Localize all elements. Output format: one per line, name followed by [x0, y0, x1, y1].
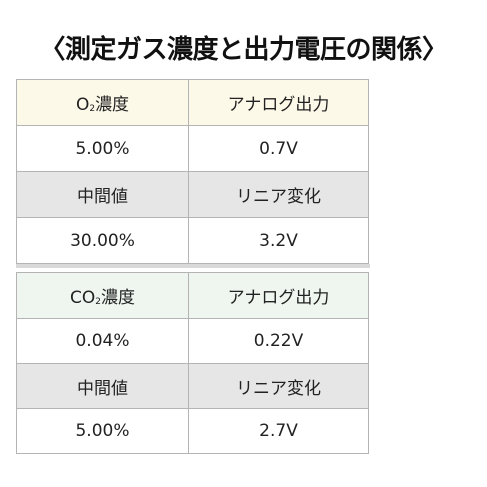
concentration-cell: 中間値: [16, 363, 189, 409]
concentration-cell: 5.00%: [16, 408, 189, 454]
table-row: 5.00% 2.7V: [16, 408, 369, 454]
concentration-cell: 5.00%: [16, 125, 189, 172]
gas-subscript: 2: [95, 297, 101, 307]
co2-table: CO2濃度 アナログ出力 0.04% 0.22V 中間値 リニア変化 5.00%…: [16, 272, 369, 454]
co2-output-header: アナログ出力: [188, 272, 369, 319]
o2-output-header: アナログ出力: [188, 79, 369, 126]
table-row: 5.00% 0.7V: [16, 125, 369, 172]
o2-concentration-header: O2濃度: [16, 79, 189, 126]
voltage-cell: 0.22V: [188, 318, 369, 364]
o2-table: O2濃度 アナログ出力 5.00% 0.7V 中間値 リニア変化 30.00% …: [16, 79, 369, 264]
table-row: 中間値 リニア変化: [16, 171, 369, 218]
page-title: 〈測定ガス濃度と出力電圧の関係〉: [39, 35, 448, 65]
voltage-cell: リニア変化: [188, 171, 369, 218]
concentration-cell: 30.00%: [16, 217, 189, 264]
concentration-cell: 中間値: [16, 171, 189, 218]
gas-suffix: 濃度: [95, 95, 130, 115]
voltage-cell: 3.2V: [188, 217, 369, 264]
o2-header-row: O2濃度 アナログ出力: [16, 79, 369, 126]
voltage-cell: 0.7V: [188, 125, 369, 172]
co2-header-row: CO2濃度 アナログ出力: [16, 272, 369, 319]
voltage-cell: リニア変化: [188, 363, 369, 409]
table-row: 中間値 リニア変化: [16, 363, 369, 409]
concentration-cell: 0.04%: [16, 318, 189, 364]
gas-name: O: [75, 95, 90, 115]
co2-concentration-header: CO2濃度: [16, 272, 189, 319]
gas-subscript: 2: [89, 104, 96, 114]
voltage-cell: 2.7V: [188, 408, 369, 454]
table-row: 30.00% 3.2V: [16, 217, 369, 264]
table-row: 0.04% 0.22V: [16, 318, 369, 364]
gas-suffix: 濃度: [101, 288, 135, 308]
gas-name: CO: [70, 288, 96, 308]
table-divider: [16, 264, 370, 268]
